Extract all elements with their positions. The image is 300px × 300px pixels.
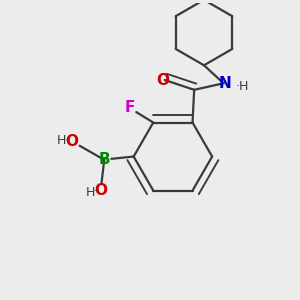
Text: B: B (98, 152, 110, 167)
Text: O: O (94, 183, 107, 198)
Text: O: O (65, 134, 78, 149)
Text: N: N (219, 76, 232, 91)
Text: O: O (157, 73, 169, 88)
Text: ·: · (94, 185, 98, 198)
Text: H: H (86, 186, 95, 199)
Text: ·H: ·H (236, 80, 249, 93)
Text: F: F (124, 100, 135, 115)
Text: H: H (56, 134, 66, 147)
Text: ·: · (64, 134, 69, 147)
